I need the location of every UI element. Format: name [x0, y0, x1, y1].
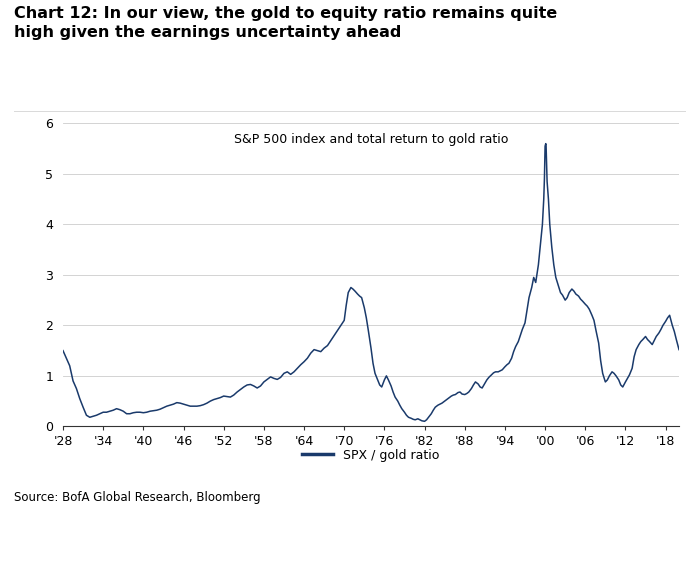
Text: Source: BofA Global Research, Bloomberg: Source: BofA Global Research, Bloomberg: [14, 491, 260, 504]
Text: Chart 12: In our view, the gold to equity ratio remains quite
high given the ear: Chart 12: In our view, the gold to equit…: [14, 6, 557, 40]
Text: S&P 500 index and total return to gold ratio: S&P 500 index and total return to gold r…: [234, 132, 508, 145]
Legend: SPX / gold ratio: SPX / gold ratio: [298, 444, 444, 467]
